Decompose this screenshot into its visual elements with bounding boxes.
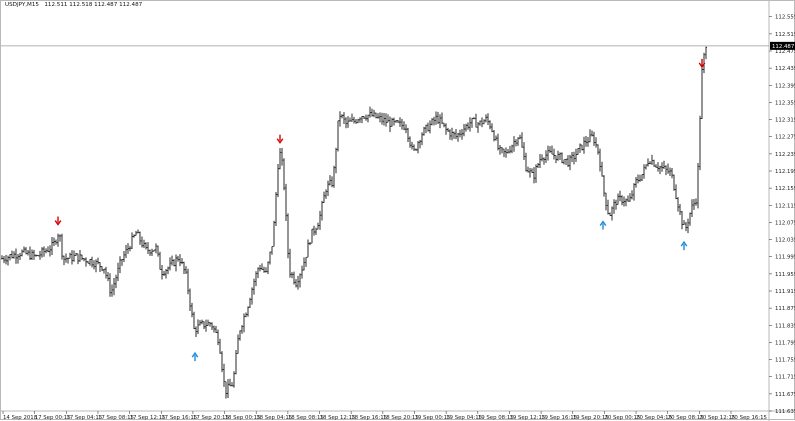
time-tick-label: 18 Sep 08:15 (288, 415, 324, 421)
signal-arrow-up (680, 240, 688, 251)
ohlc-values: 112.511 112.518 112.487 112.487 (44, 2, 143, 8)
price-tick-label: 112.395 (775, 83, 795, 89)
time-tick-label: 17 Sep 04:15 (66, 415, 102, 421)
price-tick-label: 112.315 (775, 118, 795, 124)
price-tick-label: 112.355 (775, 100, 795, 106)
time-tick-label: 20 Sep 12:15 (699, 415, 735, 421)
time-tick-label: 18 Sep 20:15 (383, 415, 419, 421)
time-tick-label: 20 Sep 04:15 (636, 415, 672, 421)
time-tick-label: 18 Sep 16:15 (351, 415, 387, 421)
price-tick-label: 112.115 (775, 203, 795, 209)
time-tick-label: 18 Sep 04:15 (256, 415, 292, 421)
price-tick-label: 112.555 (775, 15, 795, 21)
price-tick-label: 111.635 (775, 409, 795, 415)
price-tick-label: 112.035 (775, 238, 795, 244)
arrow-head (276, 138, 284, 144)
signal-arrow-up (599, 220, 607, 230)
time-tick-label: 17 Sep 12:15 (130, 415, 166, 421)
price-tick-label: 112.195 (775, 169, 795, 175)
time-tick-label: 17 Sep 20:15 (193, 415, 229, 421)
price-tick-label: 112.075 (775, 220, 795, 226)
time-tick-label: 18 Sep 00:15 (225, 415, 261, 421)
time-tick-label: 14 Sep 2018 (3, 415, 38, 421)
arrow-head (54, 220, 62, 226)
time-tick-label: 19 Sep 04:15 (446, 415, 482, 421)
time-tick-label: 19 Sep 08:15 (478, 415, 514, 421)
price-tick-label: 111.915 (775, 289, 795, 295)
signal-arrow-up (191, 351, 199, 362)
time-tick-label: 17 Sep 00:15 (35, 415, 71, 421)
symbol-label: USDJPY,M15 (5, 2, 39, 8)
arrow-head (599, 220, 607, 226)
price-tick-label: 112.235 (775, 152, 795, 158)
arrow-head (191, 351, 199, 358)
time-tick-label: 19 Sep 00:15 (414, 415, 450, 421)
arrow-head (698, 62, 706, 69)
time-tick-label: 19 Sep 16:15 (541, 415, 577, 421)
price-tick-label: 112.275 (775, 135, 795, 141)
symbol-header: USDJPY,M15 112.511 112.518 112.487 112.4… (5, 2, 142, 8)
time-tick-label: 19 Sep 12:15 (509, 415, 545, 421)
price-tick-label: 111.795 (775, 340, 795, 346)
time-tick-label: 20 Sep 00:15 (604, 415, 640, 421)
time-tick-label: 17 Sep 08:15 (98, 415, 134, 421)
price-tick-label: 111.675 (775, 392, 795, 398)
price-tick-label: 111.835 (775, 323, 795, 329)
time-tick-label: 17 Sep 16:15 (161, 415, 197, 421)
price-tick-label: 111.955 (775, 272, 795, 278)
price-tick-label: 112.515 (775, 32, 795, 38)
signal-arrow-down (54, 216, 62, 226)
price-tick-label: 111.755 (775, 358, 795, 364)
price-tick-label: 112.475 (775, 49, 795, 55)
current-price-label: 112.487 (772, 44, 794, 50)
time-tick-label: 20 Sep 16:15 (731, 415, 767, 421)
ohlc-bars (1, 46, 707, 399)
price-tick-label: 111.995 (775, 255, 795, 261)
price-tick-label: 111.875 (775, 306, 795, 312)
price-tick-label: 112.435 (775, 66, 795, 72)
time-tick-label: 19 Sep 20:15 (573, 415, 609, 421)
time-tick-label: 20 Sep 08:15 (668, 415, 704, 421)
price-tick-label: 112.155 (775, 186, 795, 192)
signal-arrow-down (276, 134, 284, 144)
signal-arrow-down (698, 58, 706, 69)
current-price-box (770, 41, 795, 50)
price-tick-label: 111.715 (775, 375, 795, 381)
time-tick-label: 18 Sep 12:15 (320, 415, 356, 421)
arrow-head (680, 240, 688, 247)
